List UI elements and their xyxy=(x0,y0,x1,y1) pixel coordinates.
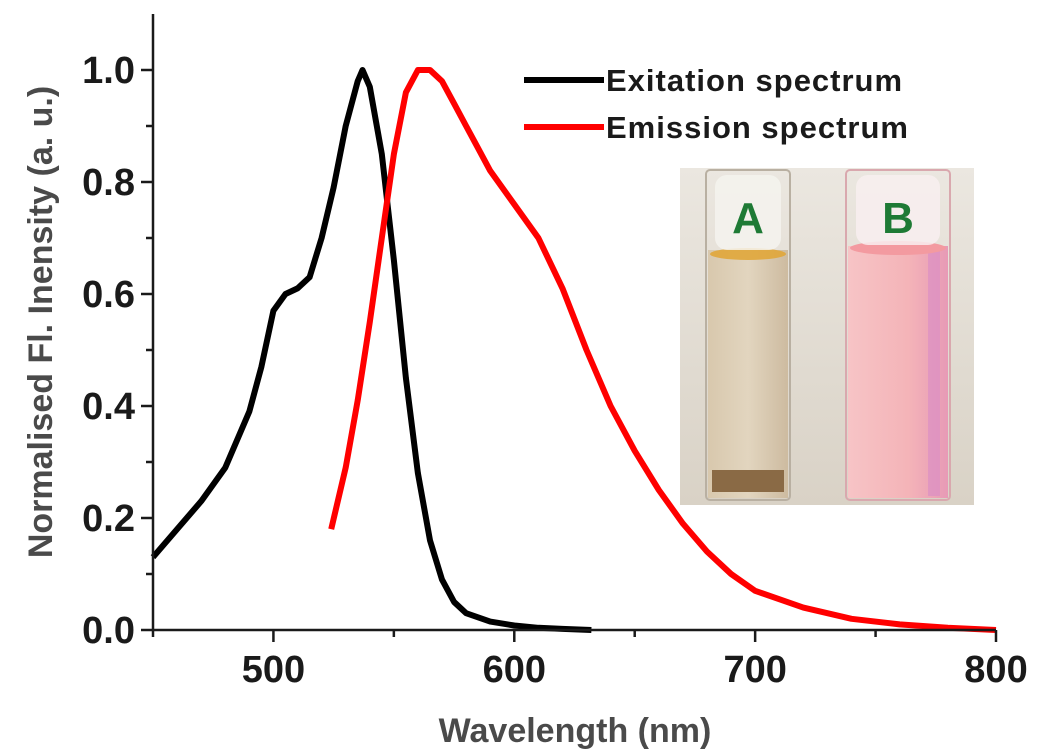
inset-label-a: A xyxy=(732,194,764,243)
y-tick-label: 0.4 xyxy=(82,386,135,428)
x-tick-label: 600 xyxy=(483,649,546,691)
x-tick-label: 700 xyxy=(723,649,786,691)
y-tick-label: 0.8 xyxy=(82,162,135,204)
x-tick-label: 500 xyxy=(242,649,305,691)
cuvette-a xyxy=(705,169,791,501)
legend-label-emission: Emission spectrum xyxy=(606,110,909,145)
series-line-excitation xyxy=(150,67,592,633)
series-line-emission xyxy=(328,67,997,633)
y-tick-label: 0.6 xyxy=(82,274,135,316)
y-tick-label: 0.0 xyxy=(82,610,135,652)
y-tick-label: 1.0 xyxy=(82,50,135,92)
legend: Exitation spectrum Emission spectrum xyxy=(524,63,909,145)
legend-label-excitation: Exitation spectrum xyxy=(606,63,903,98)
inset-label-b: B xyxy=(882,194,914,243)
y-axis-title: Normalised Fl. Inensity (a. u.) xyxy=(22,86,60,558)
x-tick-label: 800 xyxy=(964,649,1027,691)
cuvette-photo-inset: A B xyxy=(680,168,974,505)
cuvette-b xyxy=(845,169,951,501)
plot-area xyxy=(150,67,997,633)
x-axis-title: Wavelength (nm) xyxy=(439,712,712,750)
y-tick-label: 0.2 xyxy=(82,498,135,540)
axes: 500 600 700 800 0.0 0.2 0.4 0.6 0.8 1.0 xyxy=(82,14,1028,691)
